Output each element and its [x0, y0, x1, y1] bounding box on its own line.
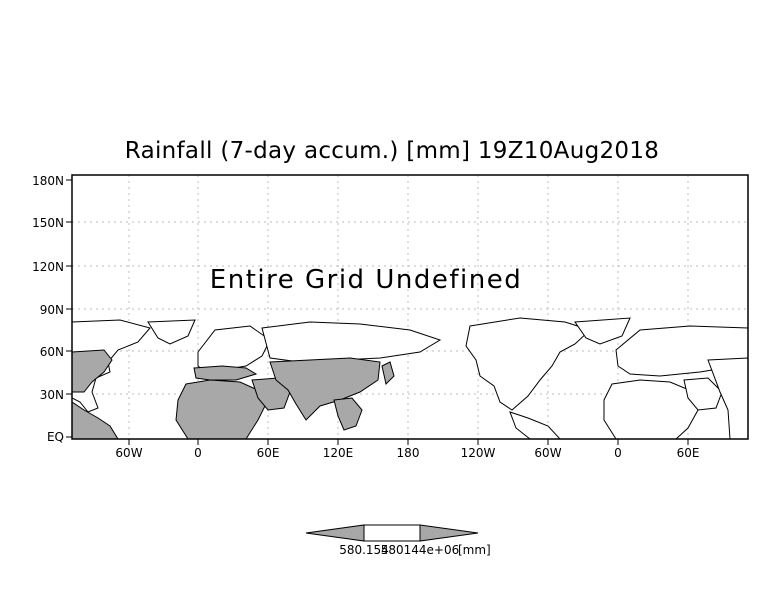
asia-right [707, 357, 748, 439]
central-america [72, 401, 119, 439]
x-tick-label-0: 0 [194, 446, 202, 460]
x-tick-label-60w: 60W [115, 446, 142, 460]
southeast-asia [333, 397, 363, 431]
x-tick-label-180: 180 [397, 446, 420, 460]
x-tick-label-0-2: 0 [614, 446, 622, 460]
asia-central-south [269, 357, 381, 421]
colorbar-label-left: 580.154 [339, 543, 389, 557]
colorbar-left-arrow [305, 524, 365, 542]
plot-frame [71, 174, 749, 440]
colorbar-middle-box [363, 524, 421, 542]
greenland-right [574, 317, 631, 345]
land-masses [72, 317, 748, 439]
north-america-right [465, 317, 591, 411]
map-title: Rainfall (7-day accum.) [mm] 19Z10Aug201… [124, 138, 660, 164]
x-tick-label-60w-2: 60W [534, 446, 561, 460]
y-tick-label-90n: 90N [40, 303, 64, 317]
greenland [147, 319, 196, 345]
asia-north [261, 321, 442, 363]
y-tick-label-150n: 150N [32, 216, 64, 230]
japan [381, 361, 395, 385]
colorbar-unit: [mm] [458, 543, 491, 557]
usa-east-shaded [72, 349, 113, 393]
central-america-right [509, 411, 561, 439]
north-america-east [72, 319, 151, 413]
y-tick-label-60n: 60N [40, 345, 64, 359]
y-tick-label-120n: 120N [32, 260, 64, 274]
y-tick-label-180n: 180N [32, 174, 64, 188]
x-tick-label-120w: 120W [461, 446, 496, 460]
africa-right [603, 379, 699, 439]
undefined-grid-message: Entire Grid Undefined [210, 265, 522, 295]
europe-south-shaded [193, 365, 258, 381]
europe [197, 325, 271, 373]
arabia-right [683, 377, 723, 411]
y-tick-label-30n: 30N [40, 388, 64, 402]
x-tick-label-60e-2: 60E [677, 446, 700, 460]
colorbar: 580.154 580144e+06 [mm] [305, 524, 491, 557]
africa [175, 379, 267, 439]
x-tick-label-60e: 60E [257, 446, 280, 460]
y-tick-marks [66, 179, 72, 438]
y-tick-label-eq: EQ [47, 430, 64, 444]
colorbar-label-right: 580144e+06 [381, 543, 460, 557]
x-tick-marks [128, 439, 689, 445]
x-tick-label-120e: 120E [323, 446, 354, 460]
colorbar-right-arrow [419, 524, 479, 542]
